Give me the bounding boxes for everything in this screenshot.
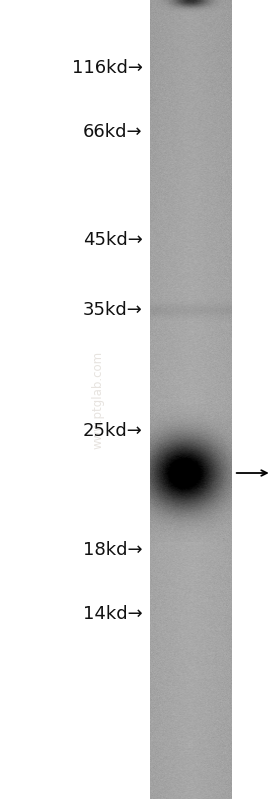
Text: 66kd→: 66kd→ [83,123,143,141]
Text: 35kd→: 35kd→ [83,301,143,319]
Text: 25kd→: 25kd→ [83,423,143,440]
Text: 116kd→: 116kd→ [72,59,143,77]
Text: 14kd→: 14kd→ [83,605,143,622]
Text: www.ptglab.com: www.ptglab.com [92,351,104,448]
Text: 18kd→: 18kd→ [83,541,143,559]
Text: 45kd→: 45kd→ [83,231,143,248]
